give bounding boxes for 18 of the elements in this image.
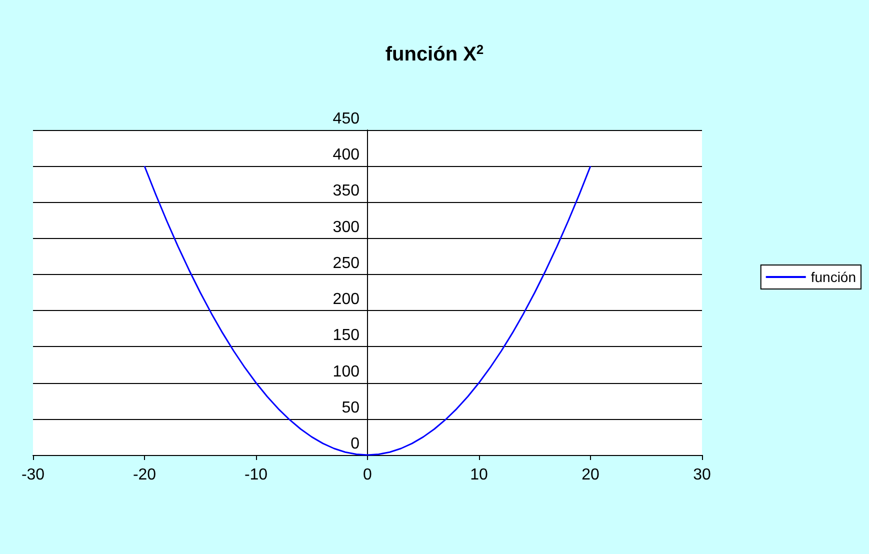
x-tick-label: 10 [470, 466, 488, 484]
y-tick-label: 350 [332, 182, 360, 200]
y-tick-label: 200 [332, 291, 360, 308]
y-tick-label: 50 [342, 399, 360, 416]
y-tick-label: 100 [332, 363, 360, 380]
y-tick-label: 400 [332, 146, 360, 164]
x-tick-label: 0 [363, 466, 372, 484]
legend-label: función [810, 269, 856, 285]
x-tick-label: 20 [582, 466, 600, 484]
y-tick-label: 150 [332, 327, 360, 344]
y-tick-label: 0 [350, 436, 360, 452]
x-tick-label: -30 [21, 466, 45, 484]
y-tick-label: 250 [332, 254, 360, 272]
x-tick-label: -20 [132, 466, 156, 484]
x-tick-label: -10 [244, 466, 268, 484]
x-tick-label: 30 [693, 466, 711, 484]
y-tick-label: 300 [332, 218, 360, 236]
y-tick-label: 450 [332, 110, 360, 128]
